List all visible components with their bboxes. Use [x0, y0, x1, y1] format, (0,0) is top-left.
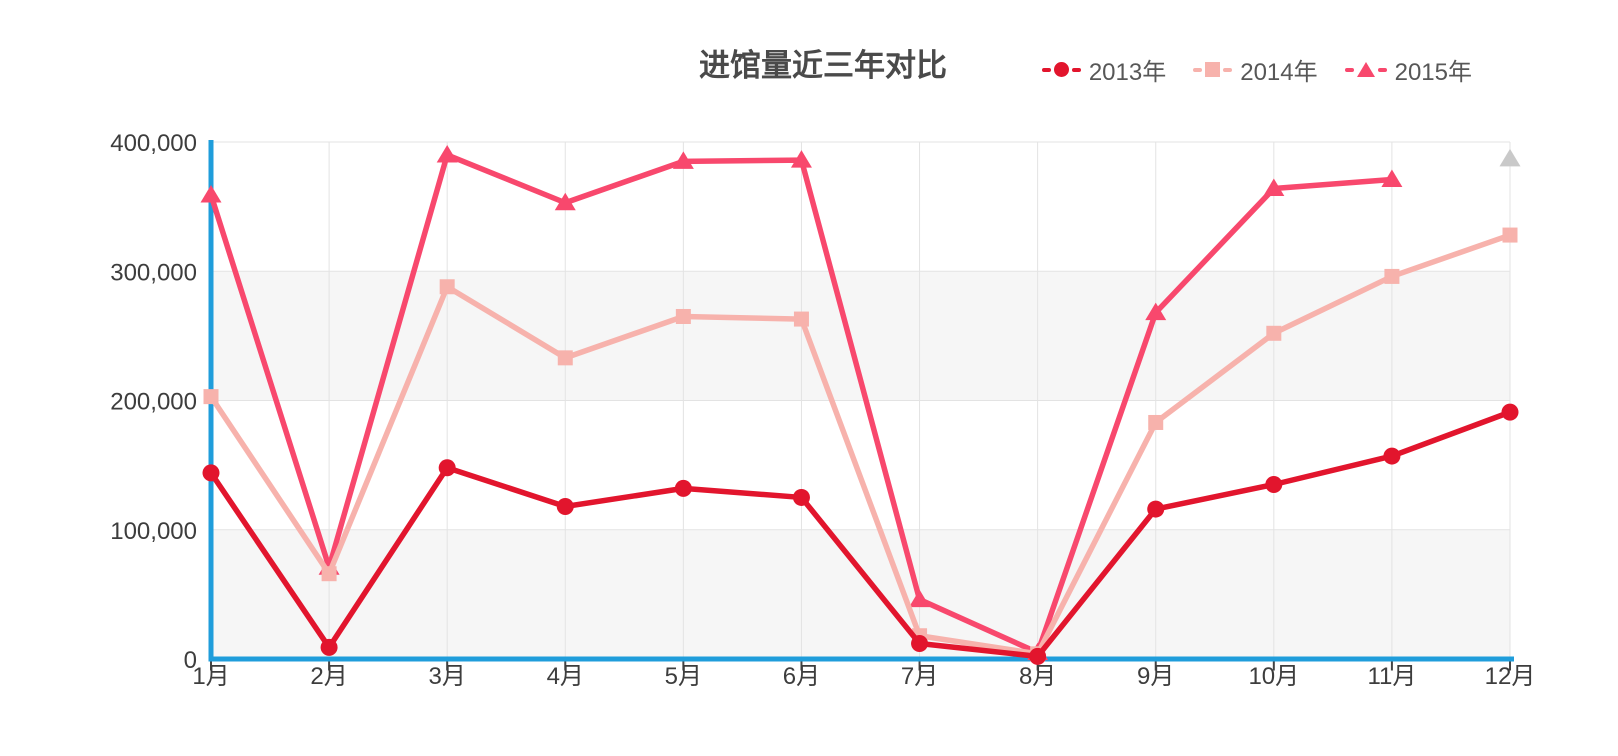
- chart-title: 进馆量近三年对比: [699, 48, 947, 83]
- y-axis-label: 400,000: [110, 130, 197, 157]
- legend-circle-icon: [1053, 62, 1069, 77]
- y-axis-label: 0: [184, 647, 197, 674]
- legend-item-2015年[interactable]: 2015年: [1344, 52, 1472, 87]
- data-point-2015年[interactable]: [1145, 302, 1167, 321]
- data-point-2013年[interactable]: [1501, 403, 1519, 421]
- y-axis-label: 100,000: [110, 518, 197, 545]
- x-axis-label: 10月: [1248, 663, 1299, 690]
- data-point-2014年[interactable]: [1266, 325, 1282, 341]
- data-point-2013年[interactable]: [320, 638, 338, 656]
- x-axis-label: 1月: [192, 663, 229, 690]
- data-point-2015年[interactable]: [200, 185, 222, 203]
- data-point-2013年[interactable]: [1147, 500, 1165, 518]
- x-axis-label: 8月: [1019, 663, 1056, 690]
- series-line-2013年: [208, 409, 1513, 660]
- x-axis-label: 9月: [1137, 663, 1174, 690]
- legend-dash: [1377, 67, 1387, 72]
- legend-triangle-icon: [1356, 62, 1375, 77]
- x-axis-label: 6月: [783, 663, 820, 690]
- plot-band: [211, 400, 1510, 530]
- data-point-2014年[interactable]: [321, 566, 337, 582]
- data-point-2014年[interactable]: [203, 389, 219, 405]
- data-point-2013年[interactable]: [674, 479, 692, 497]
- data-point-2013年[interactable]: [202, 464, 220, 482]
- plot-band: [211, 142, 1510, 272]
- series-line-2014年: [208, 232, 1513, 657]
- plot-band: [211, 529, 1510, 659]
- x-axis-label: 3月: [429, 663, 466, 690]
- chart-legend: 2013年 2014年 2015年: [1041, 52, 1472, 87]
- data-point-2015年[interactable]: [1381, 169, 1403, 188]
- data-point-2014年[interactable]: [557, 350, 573, 366]
- x-axis-label: 5月: [665, 663, 702, 690]
- legend-item-2013年[interactable]: 2013年: [1041, 52, 1167, 87]
- data-point-2013年[interactable]: [556, 497, 574, 515]
- x-axis-label: 7月: [901, 663, 938, 690]
- data-point-2013年[interactable]: [1383, 447, 1401, 465]
- data-point-2015年[interactable]: [790, 150, 812, 168]
- x-axis-label: 4月: [547, 663, 584, 690]
- data-point-2014年[interactable]: [1148, 414, 1164, 430]
- data-point-2014年[interactable]: [439, 279, 455, 295]
- legend-square-icon: [1205, 62, 1221, 77]
- legend-label: 2015年: [1394, 59, 1472, 86]
- data-point-2015年[interactable]: [1263, 178, 1285, 197]
- data-point-2013年[interactable]: [438, 459, 456, 477]
- x-axis-label: 2月: [310, 663, 347, 690]
- data-point-2015年[interactable]: [672, 151, 694, 169]
- data-point-2013年[interactable]: [911, 634, 929, 652]
- data-point-2014年[interactable]: [1384, 268, 1400, 284]
- legend-dash: [1071, 67, 1081, 72]
- data-point-detached-2015年[interactable]: [1499, 148, 1521, 167]
- legend-label: 2014年: [1240, 59, 1318, 86]
- data-point-2013年[interactable]: [792, 488, 810, 506]
- legend-dash: [1193, 67, 1203, 72]
- y-axis-label: 200,000: [110, 389, 197, 416]
- data-point-2015年[interactable]: [436, 144, 458, 163]
- data-point-2014年[interactable]: [793, 311, 809, 327]
- legend-label: 2013年: [1088, 59, 1167, 86]
- legend-dash: [1041, 67, 1051, 72]
- x-axis-label: 12月: [1485, 663, 1536, 690]
- data-point-2014年[interactable]: [1502, 227, 1518, 243]
- data-point-2013年[interactable]: [1265, 476, 1283, 494]
- data-point-2014年[interactable]: [675, 308, 691, 324]
- legend-dash: [1344, 67, 1354, 72]
- x-axis-label: 11月: [1367, 663, 1416, 690]
- y-axis-label: 300,000: [110, 259, 197, 286]
- data-point-2015年[interactable]: [554, 192, 576, 211]
- legend-item-2014年[interactable]: 2014年: [1193, 52, 1318, 87]
- data-point-2013年[interactable]: [1029, 647, 1047, 665]
- data-point-2015年[interactable]: [909, 589, 931, 608]
- legend-dash: [1223, 67, 1233, 72]
